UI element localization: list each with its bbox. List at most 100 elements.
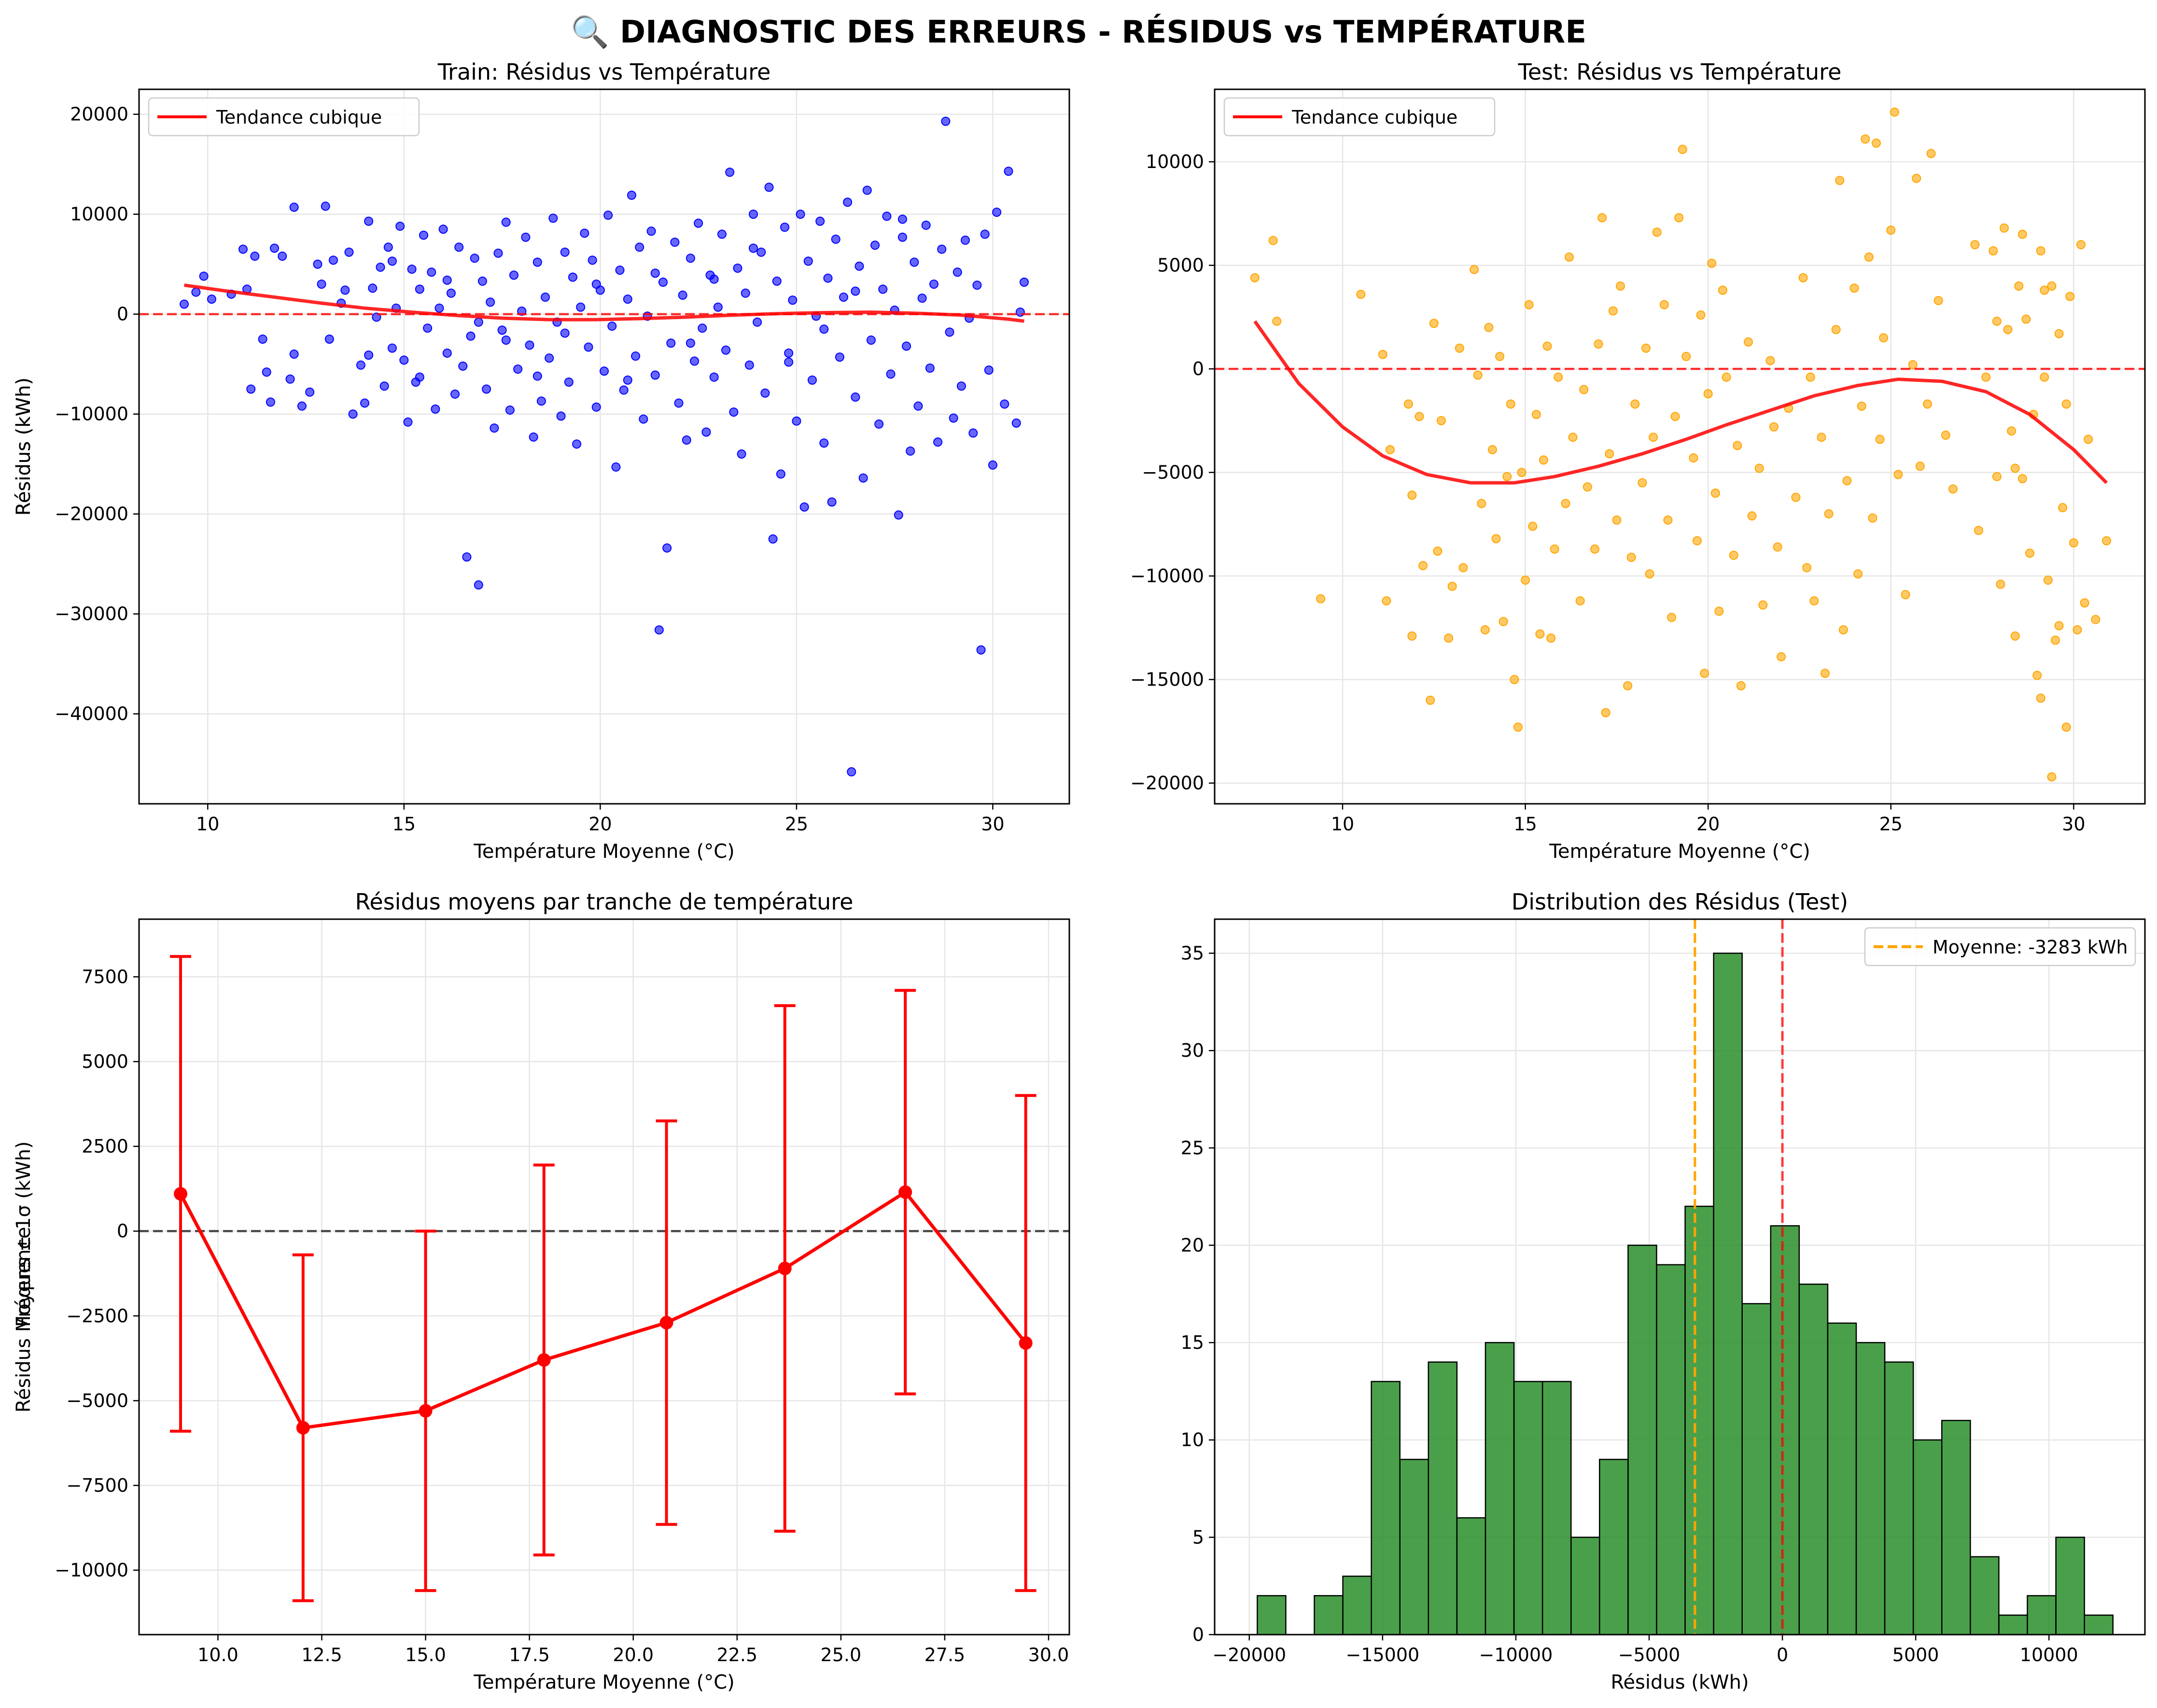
train-residual-point bbox=[709, 372, 719, 382]
test-residual-point bbox=[1989, 246, 1998, 256]
x-tick-label: 15 bbox=[1513, 813, 1537, 835]
train-residual-point bbox=[321, 201, 330, 211]
train-residual-point bbox=[477, 276, 487, 286]
test-residual-point bbox=[2084, 434, 2093, 444]
histogram-bar bbox=[1884, 1361, 1914, 1635]
train-residual-point bbox=[262, 367, 271, 377]
train-residual-point bbox=[407, 265, 417, 274]
x-tick-label: 12.5 bbox=[301, 1644, 342, 1666]
test-residual-point bbox=[1941, 430, 1950, 440]
train-residual-point bbox=[588, 255, 597, 265]
test-residual-point bbox=[2091, 615, 2101, 624]
x-tick-label: 30.0 bbox=[1028, 1644, 1069, 1666]
y-tick-label: 15 bbox=[1181, 1332, 1204, 1353]
test-residual-point bbox=[1670, 412, 1680, 421]
train-residual-point bbox=[980, 229, 990, 239]
histogram-bar bbox=[1399, 1458, 1429, 1635]
test-residual-point bbox=[1912, 173, 1921, 183]
train-residual-point bbox=[1011, 418, 1021, 428]
train-residual-point bbox=[748, 243, 758, 253]
train-residual-point bbox=[611, 462, 621, 472]
test-residual-point bbox=[2047, 281, 2057, 291]
train-residual-point bbox=[1000, 399, 1009, 409]
test-residual-point bbox=[1597, 213, 1607, 223]
x-axis-label: Température Moyenne (°C) bbox=[1549, 840, 1810, 863]
train-residual-point bbox=[180, 299, 189, 309]
train-residual-point bbox=[379, 381, 389, 391]
train-residual-point bbox=[897, 232, 907, 242]
train-residual-point bbox=[886, 369, 896, 379]
train-residual-point bbox=[992, 208, 1002, 217]
panel-title: Résidus moyens par tranche de températur… bbox=[355, 889, 854, 915]
test-residual-point bbox=[1758, 600, 1768, 610]
test-residual-point bbox=[1506, 399, 1515, 409]
train-residual-point bbox=[376, 262, 385, 272]
test-residual-point bbox=[1641, 343, 1651, 353]
test-residual-point bbox=[1777, 652, 1786, 661]
test-residual-point bbox=[2040, 285, 2049, 295]
train-residual-point bbox=[854, 261, 864, 271]
train-residual-point bbox=[807, 375, 817, 385]
y-tick-label: 0 bbox=[117, 1220, 128, 1242]
test-residual-point bbox=[1674, 213, 1684, 223]
test-residual-point bbox=[1608, 306, 1618, 316]
test-residual-point bbox=[1612, 515, 1622, 525]
test-residual-point bbox=[1605, 449, 1614, 459]
test-residual-point bbox=[1773, 542, 1782, 552]
train-residual-point bbox=[882, 211, 892, 221]
test-residual-point bbox=[2036, 693, 2045, 703]
train-residual-point bbox=[709, 274, 719, 284]
train-residual-point bbox=[442, 348, 452, 358]
test-residual-point bbox=[1447, 582, 1457, 591]
y-tick-label: 5 bbox=[1192, 1526, 1204, 1548]
axes-frame bbox=[138, 88, 1070, 805]
train-residual-point bbox=[831, 234, 840, 244]
test-residual-point bbox=[1517, 468, 1527, 477]
test-residual-point bbox=[2058, 503, 2068, 513]
train-residual-point bbox=[431, 404, 440, 414]
panel-title: Train: Résidus vs Température bbox=[437, 59, 771, 85]
train-residual-point bbox=[199, 271, 209, 281]
legend-box bbox=[1223, 97, 1496, 137]
train-residual-point bbox=[340, 285, 350, 295]
test-residual-point bbox=[1356, 290, 1366, 299]
y-tick-label: 0 bbox=[117, 304, 128, 325]
histogram-bar bbox=[1314, 1595, 1344, 1635]
train-residual-point bbox=[493, 248, 503, 258]
train-residual-point bbox=[862, 185, 872, 195]
train-residual-point bbox=[764, 182, 774, 192]
train-residual-point bbox=[541, 293, 550, 302]
y-tick-label: −5000 bbox=[66, 1390, 128, 1411]
test-residual-point bbox=[2076, 240, 2086, 250]
plot-area bbox=[139, 955, 1069, 1602]
train-residual-point bbox=[662, 543, 672, 553]
test-residual-point bbox=[1842, 476, 1852, 486]
y-tick-label: −10000 bbox=[55, 1560, 128, 1581]
x-tick-label: 30 bbox=[2062, 813, 2085, 835]
test-residual-point bbox=[1926, 149, 1936, 158]
legend: Tendance cubique bbox=[148, 97, 420, 137]
train-residual-point bbox=[650, 268, 660, 278]
train-residual-point bbox=[564, 377, 574, 387]
x-tick-label: 10000 bbox=[2020, 1644, 2078, 1666]
train-residual-point bbox=[497, 325, 507, 335]
train-residual-point bbox=[591, 402, 601, 412]
train-residual-point bbox=[733, 264, 742, 273]
train-residual-point bbox=[258, 334, 267, 344]
train-residual-point bbox=[843, 197, 853, 207]
train-residual-point bbox=[772, 276, 782, 286]
train-residual-point bbox=[768, 534, 778, 544]
train-residual-point bbox=[972, 280, 982, 290]
train-residual-point bbox=[324, 334, 334, 344]
x-tick-label: 27.5 bbox=[924, 1644, 966, 1666]
test-residual-point bbox=[2061, 399, 2071, 409]
test-residual-point bbox=[1659, 300, 1669, 309]
test-residual-point bbox=[1418, 561, 1428, 571]
train-residual-point bbox=[442, 275, 452, 285]
test-residual-point bbox=[1710, 489, 1720, 498]
axes-frame bbox=[1214, 88, 2146, 805]
histogram-bar bbox=[1428, 1361, 1458, 1635]
plot-area bbox=[1257, 919, 2114, 1635]
train-residual-point bbox=[486, 297, 495, 307]
test-residual-point bbox=[1455, 343, 1464, 353]
